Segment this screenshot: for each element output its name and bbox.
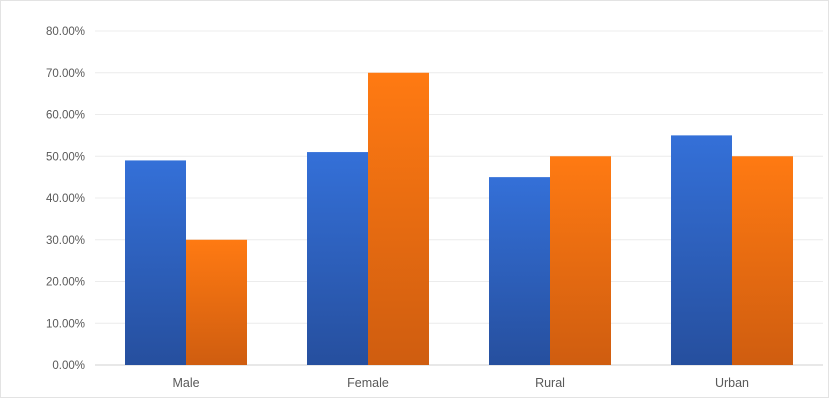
x-category-label: Urban [715,376,749,390]
y-tick-label: 40.00% [46,193,85,205]
bar-rural-series-1 [489,177,550,365]
y-tick-label: 20.00% [46,277,85,289]
y-tick-label: 0.00% [52,360,85,372]
x-axis-tick-labels: Male Female Rural Urban [172,376,749,390]
y-axis-tick-labels: 0.00% 10.00% 20.00% 30.00% 40.00% 50.00% 60.00… [46,26,85,372]
x-category-label: Male [172,376,199,390]
bar-urban-series-2 [732,156,793,365]
bar-female-series-2 [368,72,429,365]
y-tick-label: 70.00% [46,68,85,80]
bar-rural-series-2 [550,156,611,365]
bar-male-series-2 [186,239,247,365]
y-tick-label: 60.00% [46,110,85,122]
y-tick-label: 50.00% [46,151,85,163]
x-category-label: Rural [535,376,565,390]
bar-female-series-1 [307,152,368,365]
y-tick-label: 80.00% [46,26,85,38]
bars [125,72,793,365]
y-tick-label: 30.00% [46,235,85,247]
y-tick-label: 10.00% [46,318,85,330]
bar-male-series-1 [125,160,186,365]
bar-urban-series-1 [671,135,732,365]
x-category-label: Female [347,376,389,390]
